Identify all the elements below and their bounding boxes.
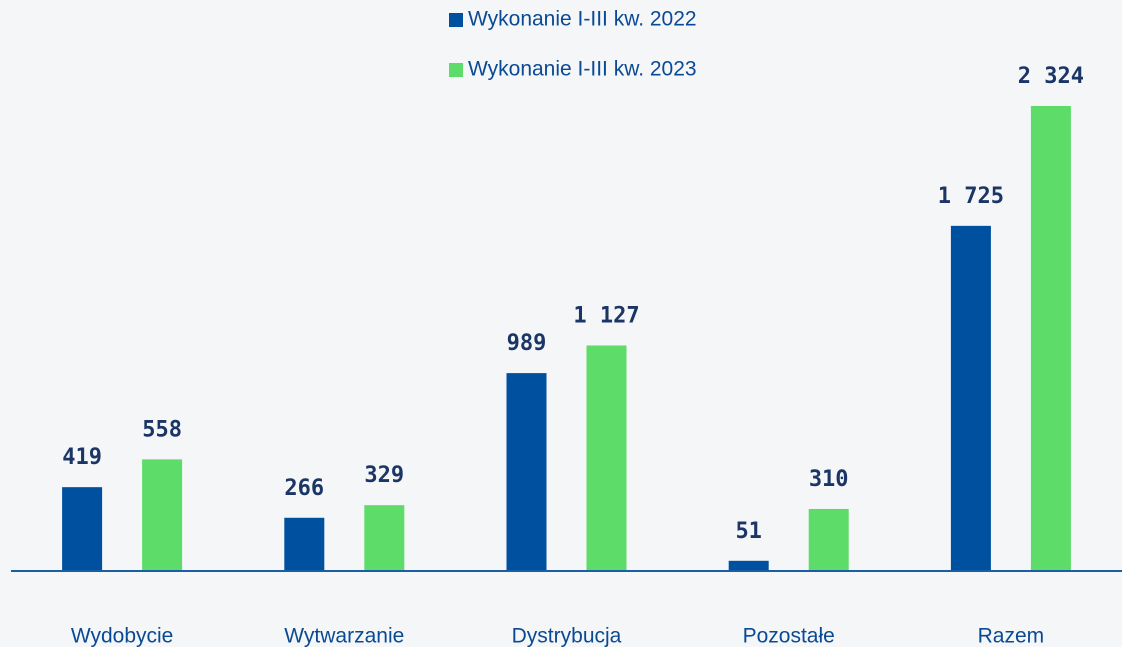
value-label: 989 [507,331,547,356]
legend-swatch [449,13,463,27]
value-label: 558 [142,417,182,442]
x-tick-label: Wydobycie [71,625,174,647]
x-tick-label: Pozostałe [743,625,835,647]
x-tick-label: Dystrybucja [512,625,622,647]
x-tick-label: Razem [978,625,1045,647]
bar [586,345,627,571]
value-label: 1 725 [938,184,1004,209]
value-label: 266 [284,476,324,501]
value-label: 329 [364,463,404,488]
bar [284,517,325,571]
bar [1030,106,1071,571]
value-label: 1 127 [573,304,639,329]
x-tick-label: Wytwarzanie [284,625,404,647]
bar [808,508,849,571]
value-label: 2 324 [1018,64,1084,89]
value-label: 310 [809,467,849,492]
bar [506,373,547,571]
legend-label: Wykonanie I-III kw. 2022 [468,8,697,31]
bar [142,459,183,571]
legend-swatch [449,63,463,77]
value-label: 419 [62,445,102,470]
legend-label: Wykonanie I-III kw. 2023 [468,58,697,81]
value-label: 51 [735,519,762,544]
bar [950,225,991,571]
bar [62,487,103,571]
bar [364,505,405,571]
bar [728,560,769,571]
